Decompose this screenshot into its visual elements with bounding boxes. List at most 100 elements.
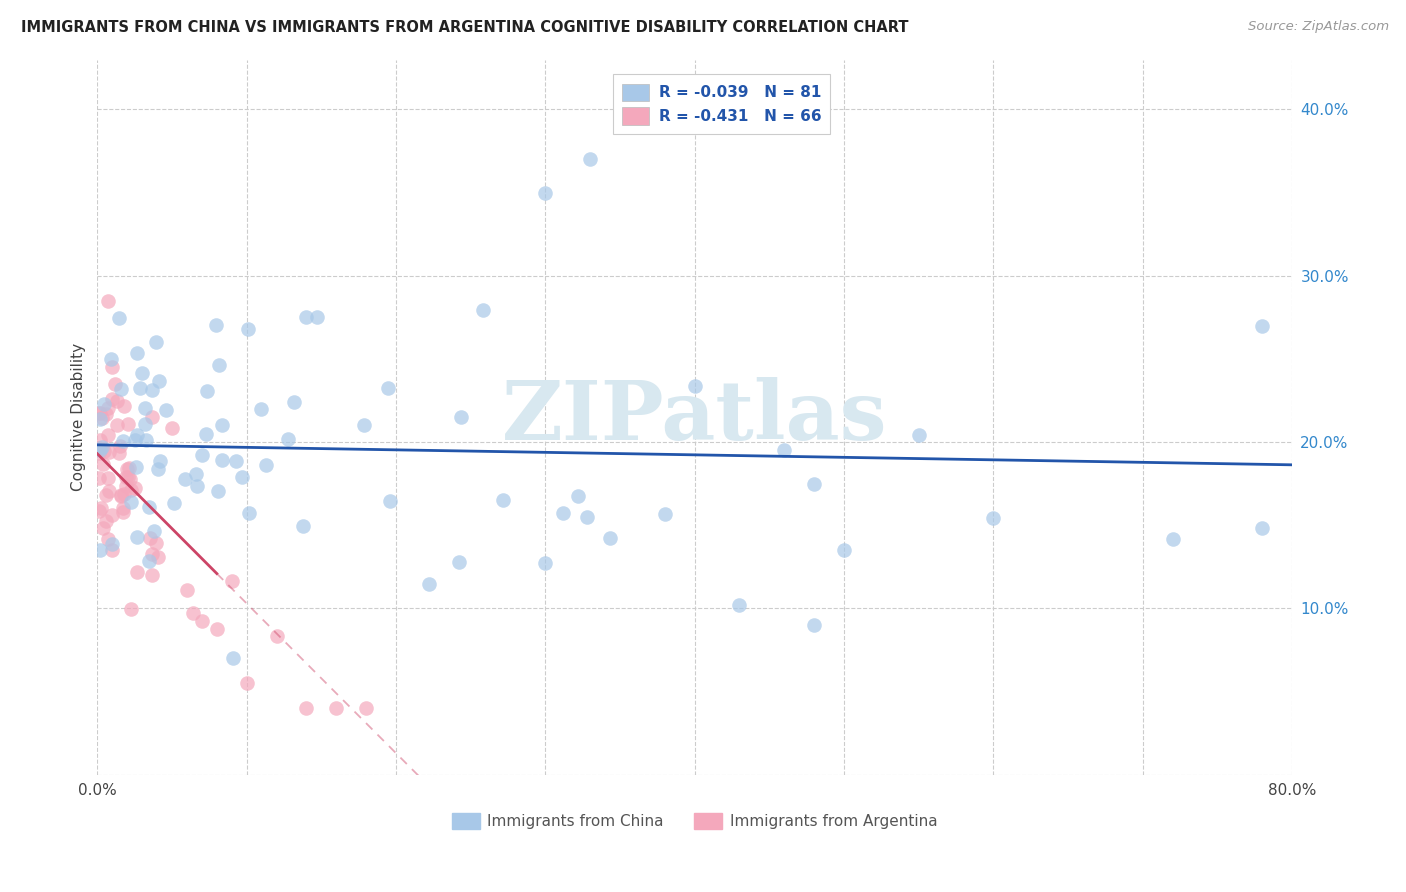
Point: [100, 351, 122, 366]
Y-axis label: Cognitive Disability: Cognitive Disability: [72, 343, 86, 491]
Point: [1251, 318, 1274, 333]
Point: [173, 472, 195, 486]
Point: [90, 500, 112, 515]
Point: [981, 511, 1004, 525]
Point: [87, 441, 110, 455]
Text: ZIPatlas: ZIPatlas: [502, 377, 887, 458]
Point: [149, 453, 172, 467]
Point: [89, 442, 111, 457]
Point: [125, 346, 148, 360]
Point: [211, 418, 233, 433]
Point: [305, 310, 328, 325]
Point: [325, 701, 347, 715]
Point: [163, 496, 186, 510]
Point: [832, 543, 855, 558]
Point: [238, 322, 260, 336]
Point: [277, 432, 299, 446]
Point: [110, 489, 132, 503]
Point: [211, 453, 233, 467]
Text: IMMIGRANTS FROM CHINA VS IMMIGRANTS FROM ARGENTINA COGNITIVE DISABILITY CORRELAT: IMMIGRANTS FROM CHINA VS IMMIGRANTS FROM…: [21, 20, 908, 35]
Point: [354, 701, 377, 715]
Point: [803, 476, 825, 491]
Point: [101, 360, 124, 375]
Point: [97, 293, 120, 308]
Point: [295, 310, 318, 325]
Point: [91, 521, 114, 535]
Point: [125, 566, 148, 580]
Point: [191, 614, 214, 628]
Point: [90, 410, 112, 425]
Point: [138, 554, 160, 568]
Point: [353, 417, 375, 432]
Point: [205, 622, 228, 636]
Point: [472, 302, 495, 317]
Point: [110, 382, 132, 396]
Point: [683, 379, 706, 393]
Point: [231, 469, 253, 483]
Point: [120, 483, 142, 497]
Point: [155, 403, 177, 417]
Point: [124, 481, 146, 495]
Point: [377, 381, 399, 395]
Point: [553, 506, 575, 520]
Point: [148, 375, 170, 389]
Text: Source: ZipAtlas.com: Source: ZipAtlas.com: [1249, 20, 1389, 33]
Point: [208, 358, 231, 372]
Point: [101, 392, 124, 406]
Point: [120, 495, 142, 509]
Point: [222, 650, 245, 665]
Point: [93, 443, 115, 458]
Point: [114, 470, 136, 484]
Point: [104, 376, 127, 391]
Point: [127, 529, 149, 543]
Point: [575, 509, 598, 524]
Point: [108, 311, 131, 326]
Point: [145, 334, 167, 349]
Point: [97, 401, 120, 416]
Point: [160, 420, 183, 434]
Point: [117, 417, 139, 431]
Point: [124, 434, 146, 448]
Point: [101, 543, 124, 558]
Point: [118, 460, 141, 475]
Point: [148, 550, 170, 565]
Point: [295, 701, 318, 715]
Point: [728, 598, 751, 612]
Point: [89, 433, 111, 447]
Point: [97, 471, 120, 485]
Point: [94, 514, 117, 528]
Point: [131, 367, 153, 381]
Point: [87, 441, 110, 455]
Point: [579, 153, 602, 167]
Point: [97, 483, 120, 498]
Point: [117, 470, 139, 484]
Point: [176, 582, 198, 597]
Legend: Immigrants from China, Immigrants from Argentina: Immigrants from China, Immigrants from A…: [446, 807, 943, 835]
Point: [254, 458, 277, 473]
Point: [142, 524, 165, 539]
Point: [87, 504, 110, 518]
Point: [773, 443, 796, 458]
Point: [90, 441, 112, 455]
Point: [654, 507, 676, 521]
Point: [418, 576, 440, 591]
Point: [907, 427, 929, 442]
Point: [205, 318, 228, 332]
Point: [145, 536, 167, 550]
Point: [94, 488, 117, 502]
Point: [101, 508, 124, 522]
Point: [87, 406, 110, 420]
Point: [1161, 532, 1184, 546]
Point: [207, 484, 229, 499]
Point: [534, 556, 557, 570]
Point: [110, 488, 132, 502]
Point: [195, 384, 218, 399]
Point: [134, 401, 156, 415]
Point: [141, 547, 163, 561]
Point: [141, 568, 163, 582]
Point: [184, 467, 207, 481]
Point: [266, 629, 288, 643]
Point: [138, 500, 160, 515]
Point: [450, 410, 472, 425]
Point: [194, 427, 217, 442]
